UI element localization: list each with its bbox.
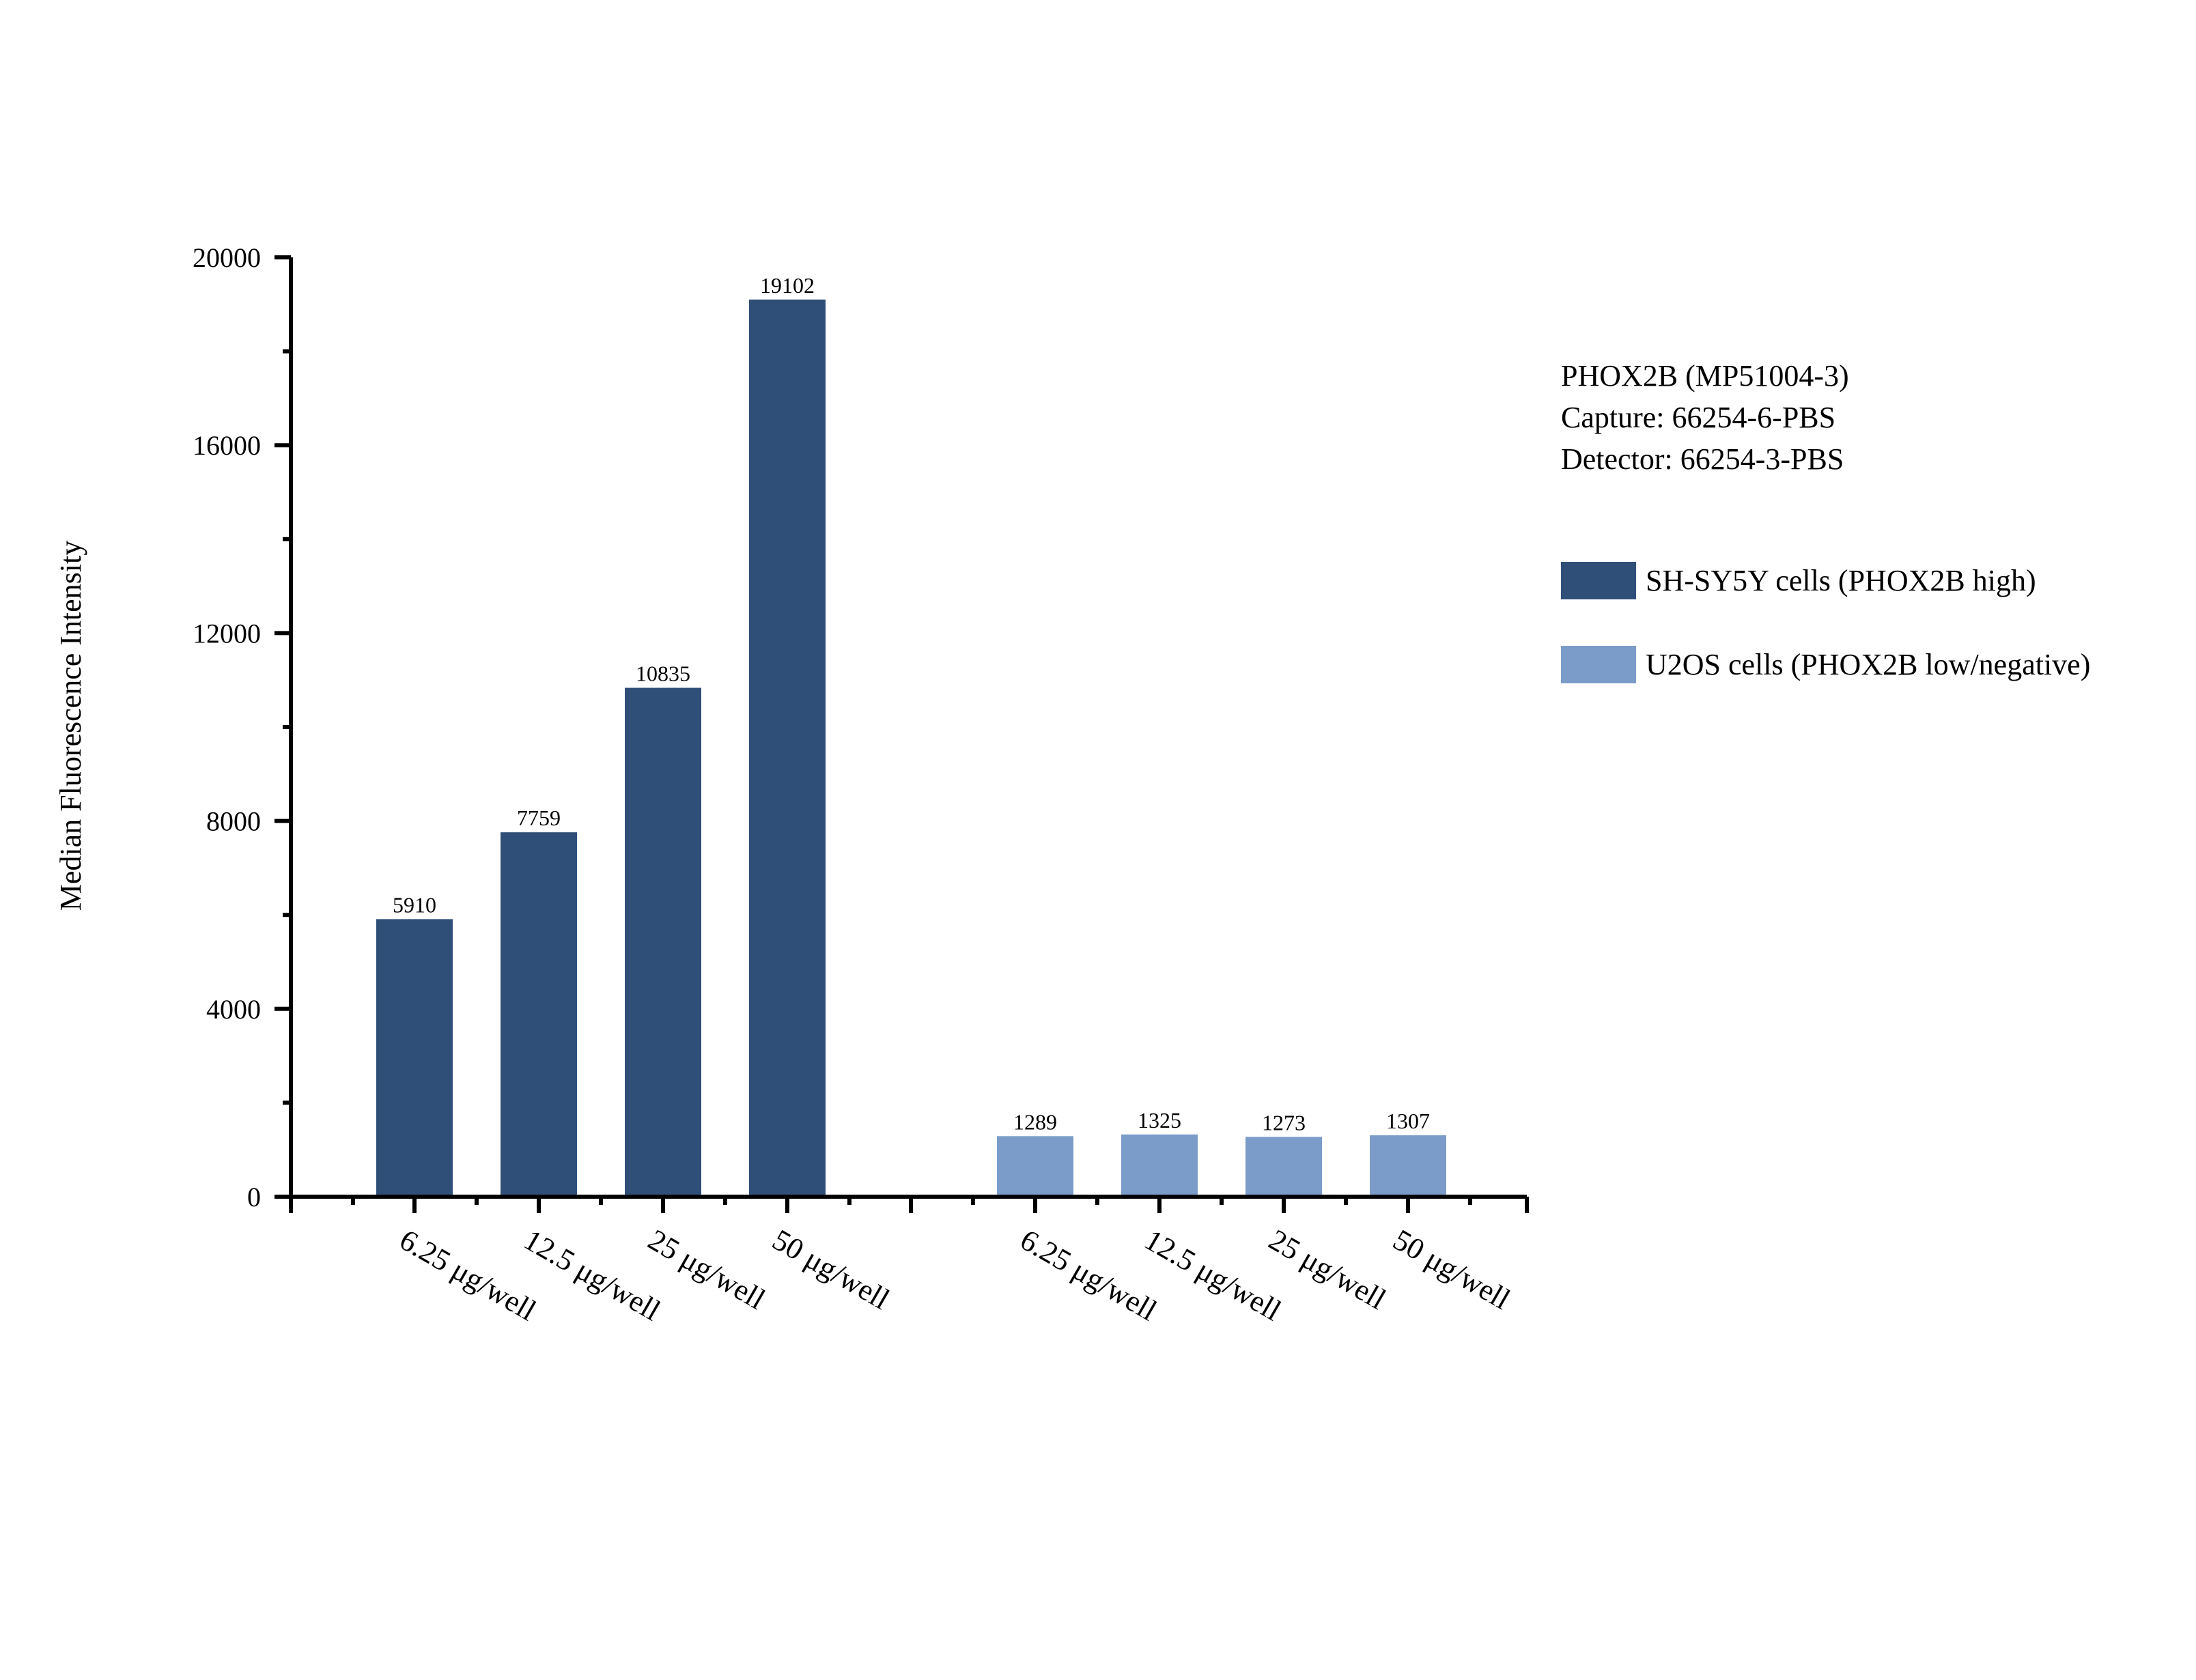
y-axis-label: Median Fluorescence Intensity <box>54 541 87 911</box>
bar-sh-sy5y <box>501 832 577 1195</box>
legend-item-sh-sy5y: SH-SY5Y cells (PHOX2B high) <box>1561 562 2036 599</box>
legend-swatch-dark <box>1561 562 1636 599</box>
bar-value-label: 1307 <box>1386 1109 1430 1133</box>
bar-value-label: 5910 <box>393 892 436 917</box>
y-axis: 0 4000 8000 12000 16000 20000 <box>193 242 293 1213</box>
x-tick-label: 12.5 μg/well <box>1139 1223 1286 1327</box>
y-tick-label: 0 <box>247 1182 261 1212</box>
x-tick-label: 50 μg/well <box>767 1223 895 1316</box>
bar-value-label: 1325 <box>1138 1108 1181 1133</box>
x-tick-label: 6.25 μg/well <box>394 1223 541 1327</box>
bar-value-label: 1289 <box>1013 1109 1057 1134</box>
bar-value-label: 7759 <box>517 806 561 830</box>
antibody-title: PHOX2B (MP51004-3) <box>1561 359 1849 393</box>
y-tick-label: 4000 <box>206 994 261 1025</box>
bar-sh-sy5y <box>625 687 701 1195</box>
bar-u2os <box>997 1136 1073 1195</box>
detector-label: Detector: 66254-3-PBS <box>1561 442 1844 476</box>
bar-value-label: 19102 <box>760 273 815 298</box>
y-tick-label: 8000 <box>206 806 261 837</box>
y-tick-label: 12000 <box>193 618 261 649</box>
legend-panel: PHOX2B (MP51004-3) Capture: 66254-6-PBS … <box>1561 355 2090 683</box>
legend-label: SH-SY5Y cells (PHOX2B high) <box>1646 564 2036 597</box>
bars: 5910 7759 10835 19102 1289 1325 1273 1307 <box>376 273 1446 1195</box>
x-tick-label: 50 μg/well <box>1388 1223 1516 1316</box>
legend-item-u2os: U2OS cells (PHOX2B low/negative) <box>1561 646 2090 683</box>
y-tick-label: 16000 <box>193 430 261 461</box>
bar-sh-sy5y <box>376 919 453 1195</box>
bar-u2os <box>1370 1135 1446 1195</box>
x-tick-label: 12.5 μg/well <box>518 1223 666 1327</box>
bar-sh-sy5y <box>749 299 826 1195</box>
bar-u2os <box>1245 1137 1322 1195</box>
bar-value-label: 1273 <box>1262 1110 1306 1135</box>
y-tick-label: 20000 <box>193 242 261 273</box>
x-tick-label: 6.25 μg/well <box>1015 1223 1162 1327</box>
bar-value-label: 10835 <box>636 661 690 686</box>
legend-swatch-light <box>1561 646 1636 683</box>
bar-u2os <box>1121 1134 1198 1195</box>
legend-label: U2OS cells (PHOX2B low/negative) <box>1646 648 2091 681</box>
capture-label: Capture: 66254-6-PBS <box>1561 401 1836 434</box>
